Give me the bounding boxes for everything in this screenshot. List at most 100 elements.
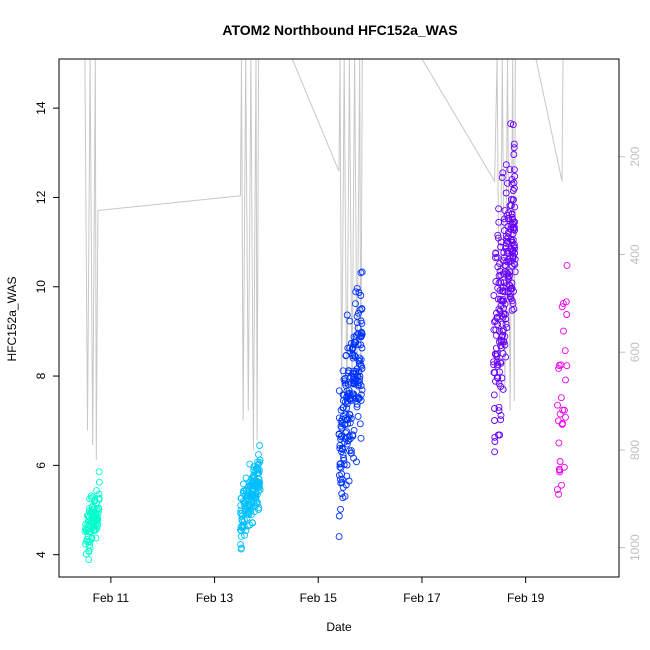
data-point <box>500 338 508 346</box>
data-point <box>344 416 352 423</box>
data-point <box>498 174 506 181</box>
data-point <box>336 463 344 471</box>
data-point <box>237 509 245 517</box>
data-point <box>509 247 517 255</box>
data-point <box>355 289 363 296</box>
data-point <box>494 284 502 292</box>
data-point <box>555 490 563 498</box>
axes-layer: Feb 11 Feb 13 Feb 15 Feb 17 Feb 19 4 6 8 10 12 14 2… <box>34 101 642 605</box>
data-point <box>500 304 508 312</box>
data-point <box>237 540 244 548</box>
data-point <box>347 449 355 457</box>
data-point <box>357 332 365 340</box>
right-axis-tick-label: 1000 <box>628 534 642 561</box>
data-point <box>490 292 498 299</box>
data-point <box>492 249 500 257</box>
data-point <box>93 522 101 530</box>
data-point <box>337 464 345 472</box>
data-point <box>349 343 357 351</box>
right-axis-tick-label: 800 <box>628 440 642 460</box>
data-point <box>338 445 346 453</box>
data-point <box>237 532 245 540</box>
data-point <box>490 358 498 366</box>
data-point <box>349 354 357 362</box>
data-point <box>501 207 509 215</box>
data-point <box>506 268 514 276</box>
data-point <box>354 412 362 420</box>
data-point <box>562 376 569 384</box>
data-point <box>350 390 358 398</box>
data-point <box>340 454 348 462</box>
y-tick-label: 14 <box>34 101 48 115</box>
data-point <box>238 494 245 502</box>
data-point <box>561 347 569 355</box>
data-point <box>250 463 258 471</box>
y-axis-label: HFC152a_WAS <box>5 277 19 362</box>
data-point <box>495 407 503 415</box>
data-point <box>350 333 358 341</box>
data-point <box>494 234 502 242</box>
data-point <box>352 288 360 296</box>
data-point <box>344 380 352 388</box>
data-point <box>497 342 505 350</box>
data-point <box>340 375 348 383</box>
data-point <box>241 531 248 539</box>
data-point <box>95 505 103 513</box>
right-axis-tick-label: 400 <box>628 244 642 264</box>
data-point <box>95 468 103 476</box>
data-point <box>501 215 509 223</box>
data-point <box>336 444 344 452</box>
data-point <box>255 451 262 459</box>
data-point <box>511 203 519 211</box>
data-point <box>82 540 90 548</box>
data-point <box>356 420 364 428</box>
data-point <box>500 254 508 262</box>
data-point <box>562 298 570 306</box>
data-point <box>343 461 351 469</box>
data-point <box>337 433 345 441</box>
data-point <box>85 556 93 564</box>
data-point <box>85 505 93 513</box>
series-0 <box>81 468 103 564</box>
data-point <box>495 338 503 346</box>
data-point <box>247 511 255 519</box>
data-point <box>509 230 517 238</box>
data-point <box>356 357 364 365</box>
data-point <box>497 278 505 286</box>
data-point <box>510 287 518 295</box>
data-point <box>508 211 516 218</box>
data-point <box>335 471 343 479</box>
data-point <box>558 303 566 311</box>
data-point <box>497 243 505 251</box>
data-point <box>510 140 518 148</box>
right-axis-tick-label: 200 <box>628 146 642 166</box>
data-point <box>335 512 343 520</box>
data-point <box>343 472 351 480</box>
data-point <box>497 336 505 344</box>
data-point <box>510 196 517 204</box>
data-point <box>503 282 510 290</box>
data-point <box>491 448 499 456</box>
data-point <box>499 169 507 177</box>
data-point <box>250 499 258 507</box>
data-point <box>555 465 563 473</box>
data-point <box>85 517 93 525</box>
data-point <box>504 288 512 296</box>
data-point <box>92 511 100 519</box>
plot-frame <box>58 58 620 578</box>
y-tick-label: 4 <box>34 551 48 558</box>
data-point <box>492 377 499 385</box>
data-point <box>357 269 365 277</box>
data-point <box>95 478 103 486</box>
data-point <box>553 486 561 494</box>
x-tick-label: Feb 13 <box>196 591 234 605</box>
data-point <box>338 448 345 456</box>
data-point <box>336 442 344 449</box>
data-point <box>493 253 501 261</box>
data-point <box>556 458 564 465</box>
data-point <box>343 404 351 412</box>
data-point <box>495 380 503 388</box>
data-point <box>243 514 251 522</box>
series-4 <box>553 261 571 498</box>
data-point <box>555 364 563 372</box>
